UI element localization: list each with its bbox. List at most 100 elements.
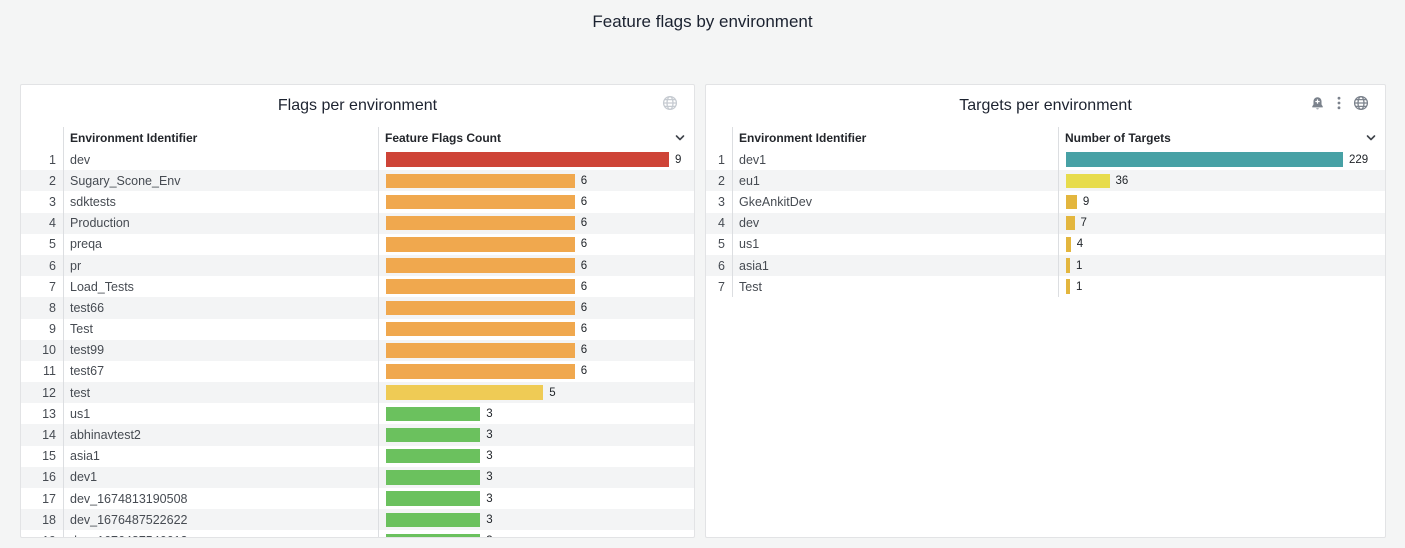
value-bar-cell: 229 <box>1058 149 1385 171</box>
environment-name: us1 <box>63 403 378 425</box>
value-label: 1 <box>1076 280 1083 293</box>
value-label: 3 <box>486 513 493 526</box>
panel-header: Flags per environment <box>21 85 694 127</box>
panel-title[interactable]: Flags per environment <box>277 97 438 114</box>
environment-name: Load_Tests <box>63 276 378 298</box>
table-row: 9 Test 6 <box>21 318 694 340</box>
row-index-column-header <box>21 127 63 149</box>
globe-icon[interactable] <box>1353 95 1369 111</box>
globe-icon[interactable] <box>662 95 678 111</box>
value-label: 7 <box>1080 217 1087 230</box>
environment-name: test <box>63 382 378 404</box>
value-label: 6 <box>580 365 588 378</box>
table-row: 2 eu1 36 <box>706 170 1385 192</box>
table-row: 10 test99 6 <box>21 339 694 361</box>
table-row: 4 Production 6 <box>21 212 694 234</box>
environment-name: sdktests <box>63 191 378 213</box>
row-index: 3 <box>49 194 56 209</box>
chevron-down-icon[interactable] <box>674 132 686 144</box>
environment-name: test66 <box>63 297 378 319</box>
row-index: 2 <box>718 173 725 188</box>
column-header-environment-identifier[interactable]: Environment Identifier <box>732 127 1058 149</box>
table-row: 8 test66 6 <box>21 297 694 319</box>
value-bar-cell: 6 <box>378 233 694 255</box>
row-index: 8 <box>49 300 56 315</box>
panel-title[interactable]: Targets per environment <box>959 97 1132 114</box>
value-label: 6 <box>580 301 588 314</box>
row-index: 7 <box>718 279 725 294</box>
column-header-environment-identifier[interactable]: Environment Identifier <box>63 127 378 149</box>
chevron-down-icon[interactable] <box>1365 132 1377 144</box>
environment-name: test67 <box>63 360 378 383</box>
value-bar <box>386 448 481 464</box>
value-label: 6 <box>580 195 588 208</box>
row-index: 7 <box>49 279 56 294</box>
environment-name: Production <box>63 212 378 234</box>
environment-name: asia1 <box>63 445 378 467</box>
value-bar-cell: 3 <box>378 509 694 531</box>
value-bar <box>386 173 575 189</box>
value-bar-cell: 9 <box>1058 191 1385 213</box>
value-bar-cell: 6 <box>378 191 694 213</box>
value-bar <box>386 364 575 379</box>
table-body: 1 dev 9 2 Sugary_Scone_Env 6 3 sdktests 6 4 Produc… <box>21 149 694 537</box>
table-row: 11 test67 6 <box>21 360 694 383</box>
kebab-menu-icon[interactable] <box>1337 96 1341 110</box>
environment-name: abhinavtest2 <box>63 424 378 446</box>
value-bar-cell: 3 <box>378 488 694 510</box>
table-row: 5 us1 4 <box>706 233 1385 255</box>
value-bar <box>386 152 669 167</box>
environment-name: dev1 <box>63 466 378 488</box>
value-bar <box>1066 152 1343 167</box>
table-row: 12 test 5 <box>21 382 694 404</box>
value-bar <box>1066 215 1075 231</box>
value-bar-cell: 1 <box>1058 254 1385 277</box>
row-index: 5 <box>718 237 725 252</box>
value-label: 3 <box>486 492 493 505</box>
value-label: 6 <box>580 174 588 187</box>
environment-name: dev_1674813190508 <box>63 488 378 510</box>
value-bar <box>386 470 481 485</box>
value-label: 36 <box>1115 174 1129 187</box>
value-label: 3 <box>486 471 493 484</box>
value-bar <box>386 194 575 210</box>
table-row: 16 dev1 3 <box>21 466 694 488</box>
value-label: 9 <box>675 153 682 166</box>
value-bar-cell: 6 <box>378 339 694 361</box>
value-label: 1 <box>1076 259 1083 272</box>
table-body: 1 dev1 229 2 eu1 36 3 GkeAnkitDev 9 4 dev 7 5 us1 4 6 as… <box>706 149 1385 537</box>
value-bar <box>386 491 481 506</box>
column-header-feature-flags-count[interactable]: Feature Flags Count <box>385 131 502 145</box>
value-bar <box>386 300 575 316</box>
page-title: Feature flags by environment <box>592 12 813 31</box>
panel-header-icons <box>1310 85 1369 121</box>
table-row: 5 preqa 6 <box>21 233 694 255</box>
row-index: 14 <box>42 428 56 443</box>
environment-name: eu1 <box>732 170 1058 192</box>
value-bar-cell: 3 <box>378 403 694 425</box>
value-bar <box>386 215 575 231</box>
table-row: 3 sdktests 6 <box>21 191 694 213</box>
value-bar-cell: 36 <box>1058 170 1385 192</box>
row-index: 6 <box>718 258 725 273</box>
environment-name: Sugary_Scone_Env <box>63 170 378 192</box>
value-bar <box>386 237 575 252</box>
table-row: 4 dev 7 <box>706 212 1385 234</box>
value-bar-cell: 3 <box>378 424 694 446</box>
row-index: 3 <box>718 194 725 209</box>
value-bar <box>1066 279 1070 294</box>
value-label: 3 <box>486 429 493 442</box>
row-index: 15 <box>42 449 56 464</box>
environment-name: dev_1676487522622 <box>63 509 378 531</box>
value-bar <box>1066 194 1077 210</box>
environment-name: dev1 <box>732 149 1058 171</box>
value-label: 6 <box>580 259 588 272</box>
environment-name: dev_1676487546612 <box>63 530 378 537</box>
panel-header-icons <box>662 85 678 121</box>
value-label: 9 <box>1082 195 1090 208</box>
value-bar <box>386 321 575 337</box>
value-bar <box>386 427 481 443</box>
alert-bell-icon[interactable] <box>1310 96 1325 111</box>
value-bar <box>386 258 575 273</box>
column-header-number-of-targets[interactable]: Number of Targets <box>1065 131 1171 145</box>
